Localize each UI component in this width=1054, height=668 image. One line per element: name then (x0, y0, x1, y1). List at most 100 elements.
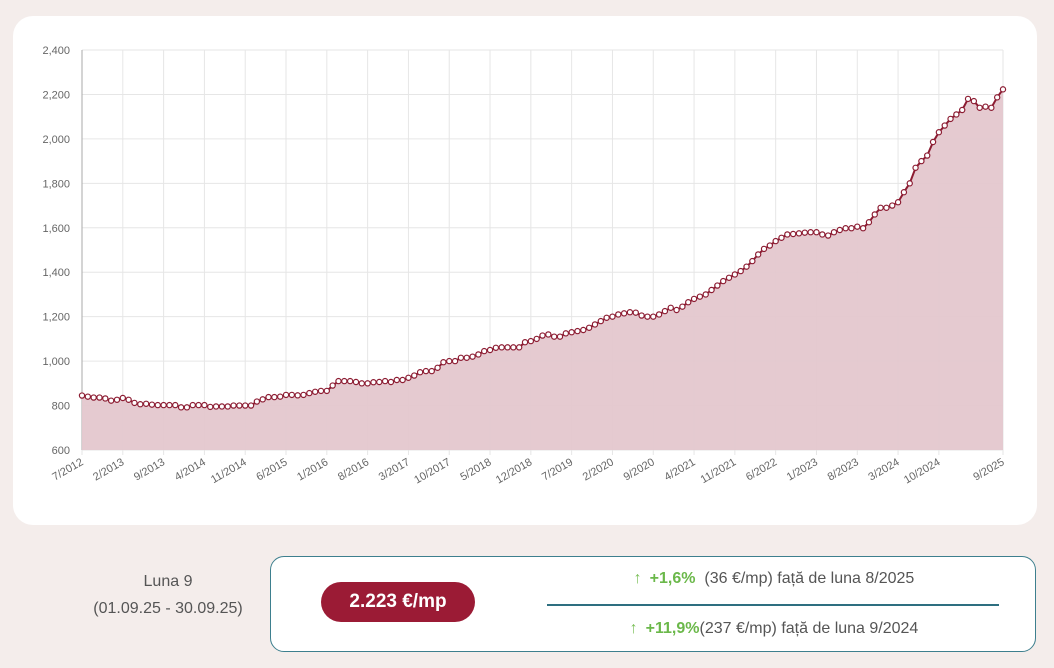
data-point (381, 377, 389, 385)
data-point (784, 231, 791, 238)
data-point (906, 180, 913, 187)
x-tick-label: 10/2024 (902, 456, 942, 486)
data-point (137, 401, 144, 408)
data-point (574, 327, 581, 335)
x-tick-label: 10/2017 (412, 456, 452, 486)
data-point (714, 282, 721, 289)
yearly-change: ↑ +11,9%(237 €/mp) față de luna 9/2024 (547, 620, 1001, 638)
monthly-pct: +1,6% (649, 570, 696, 587)
data-point (451, 357, 459, 365)
y-tick-label: 1,400 (42, 267, 70, 279)
data-point (323, 387, 331, 395)
data-point (964, 95, 972, 103)
data-point (708, 286, 715, 294)
data-point (457, 354, 465, 361)
divider (547, 604, 999, 606)
data-point (848, 225, 855, 232)
data-point (387, 378, 395, 386)
data-point (259, 396, 266, 403)
data-point (148, 401, 156, 408)
data-point (766, 242, 774, 249)
data-point (463, 354, 470, 361)
data-point (953, 111, 960, 118)
data-point (533, 335, 540, 343)
data-point (935, 129, 943, 136)
data-point (982, 103, 989, 110)
data-point (580, 326, 587, 334)
chart-card: 600 800 1,000 1,200 1,400 1,600 1,800 2,000 2,20… (13, 16, 1037, 525)
data-point (772, 237, 779, 245)
data-point (166, 401, 173, 409)
data-point (154, 401, 161, 409)
x-tick-label: 12/2018 (494, 456, 534, 486)
data-point (78, 392, 86, 399)
period-range: (01.09.25 - 30.09.25) (93, 600, 243, 617)
x-tick-label: 4/2014 (173, 456, 208, 483)
data-point (131, 399, 138, 407)
x-tick-label: 6/2015 (254, 456, 289, 483)
x-tick-label: 6/2022 (744, 456, 779, 483)
data-point (486, 346, 494, 354)
data-point (405, 374, 412, 381)
data-point (498, 344, 505, 351)
data-point (102, 395, 109, 402)
y-tick-label: 2,200 (42, 89, 70, 101)
data-point (760, 245, 768, 253)
data-point (469, 353, 476, 360)
data-point (620, 310, 628, 317)
x-tick-label: 11/2014 (209, 456, 249, 486)
data-point (539, 332, 546, 339)
data-point (364, 380, 371, 387)
data-point (370, 379, 377, 386)
data-point (393, 376, 400, 384)
arrow-up-icon: ↑ (629, 620, 638, 637)
data-point (667, 304, 674, 311)
data-point (894, 199, 902, 206)
data-point (428, 367, 435, 375)
data-point (242, 402, 249, 409)
data-point (346, 377, 354, 385)
y-tick-label: 1,200 (42, 312, 70, 324)
data-point (854, 223, 861, 230)
data-point (632, 309, 639, 316)
data-point (644, 313, 651, 320)
data-point (626, 309, 634, 316)
data-point (912, 164, 919, 171)
data-point (976, 104, 983, 111)
yearly-pct: +11,9% (645, 620, 700, 637)
monthly-text: față de luna 8/2025 (777, 570, 915, 587)
data-point (411, 372, 418, 379)
x-tick-label: 3/2024 (866, 456, 901, 483)
y-tick-label: 800 (52, 401, 70, 413)
data-point (754, 251, 762, 258)
data-point (789, 230, 797, 238)
data-point (212, 403, 220, 410)
data-point (813, 229, 820, 236)
data-point (224, 403, 231, 410)
data-point (306, 389, 313, 397)
data-point (807, 229, 814, 236)
data-point (84, 393, 92, 400)
data-point (958, 106, 966, 114)
arrow-up-icon: ↑ (633, 570, 642, 587)
x-tick-label: 9/2013 (132, 456, 167, 483)
data-point (282, 391, 290, 399)
data-point (481, 347, 488, 355)
data-point (183, 404, 191, 411)
x-tick-label: 7/2012 (50, 456, 85, 483)
data-point (883, 204, 890, 211)
x-tick-label: 2/2020 (581, 456, 616, 483)
data-point (265, 393, 272, 401)
yearly-abs: (237 €/mp) (699, 620, 777, 637)
data-point (556, 333, 564, 340)
y-tick-label: 2,400 (42, 45, 70, 57)
data-point (889, 202, 896, 209)
data-point (842, 225, 849, 232)
data-point (836, 226, 843, 234)
y-tick-label: 2,000 (42, 134, 70, 146)
data-point (603, 314, 610, 321)
data-point (189, 401, 196, 409)
data-point (107, 397, 115, 404)
data-point (510, 344, 517, 351)
x-tick-label: 9/2020 (622, 456, 657, 483)
